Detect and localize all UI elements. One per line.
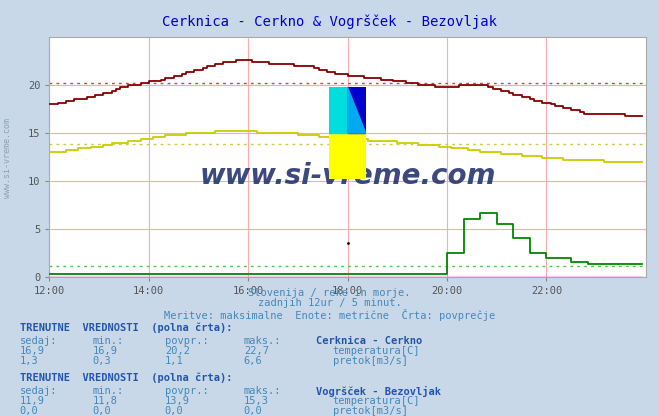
- Text: temperatura[C]: temperatura[C]: [333, 396, 420, 406]
- Polygon shape: [348, 87, 366, 133]
- Text: Cerknica - Cerkno & Vogršček - Bezovljak: Cerknica - Cerkno & Vogršček - Bezovljak: [162, 15, 497, 29]
- Text: 0,0: 0,0: [165, 406, 183, 416]
- Text: zadnjih 12ur / 5 minut.: zadnjih 12ur / 5 minut.: [258, 298, 401, 308]
- Text: 13,9: 13,9: [165, 396, 190, 406]
- Text: TRENUTNE  VREDNOSTI  (polna črta):: TRENUTNE VREDNOSTI (polna črta):: [20, 372, 232, 383]
- Text: www.si-vreme.com: www.si-vreme.com: [3, 118, 13, 198]
- Text: 11,8: 11,8: [92, 396, 117, 406]
- Bar: [330, 133, 366, 179]
- Text: 20,2: 20,2: [165, 346, 190, 356]
- Text: povpr.:: povpr.:: [165, 386, 208, 396]
- Text: 0,3: 0,3: [92, 356, 111, 366]
- Text: www.si-vreme.com: www.si-vreme.com: [200, 162, 496, 190]
- Text: 1,1: 1,1: [165, 356, 183, 366]
- Text: 16,9: 16,9: [92, 346, 117, 356]
- Text: sedaj:: sedaj:: [20, 386, 57, 396]
- Text: Slovenija / reke in morje.: Slovenija / reke in morje.: [248, 288, 411, 298]
- Text: pretok[m3/s]: pretok[m3/s]: [333, 406, 408, 416]
- Bar: [330, 87, 348, 133]
- Bar: [348, 87, 366, 133]
- Text: maks.:: maks.:: [244, 386, 281, 396]
- Text: pretok[m3/s]: pretok[m3/s]: [333, 356, 408, 366]
- Text: TRENUTNE  VREDNOSTI  (polna črta):: TRENUTNE VREDNOSTI (polna črta):: [20, 322, 232, 333]
- Text: temperatura[C]: temperatura[C]: [333, 346, 420, 356]
- Text: 11,9: 11,9: [20, 396, 45, 406]
- Text: 0,0: 0,0: [92, 406, 111, 416]
- Text: povpr.:: povpr.:: [165, 336, 208, 346]
- Text: Meritve: maksimalne  Enote: metrične  Črta: povprečje: Meritve: maksimalne Enote: metrične Črta…: [164, 309, 495, 321]
- Text: 0,0: 0,0: [20, 406, 38, 416]
- Text: sedaj:: sedaj:: [20, 336, 57, 346]
- Text: min.:: min.:: [92, 386, 123, 396]
- Text: maks.:: maks.:: [244, 336, 281, 346]
- Text: Cerknica - Cerkno: Cerknica - Cerkno: [316, 336, 422, 346]
- Text: 1,3: 1,3: [20, 356, 38, 366]
- Text: 0,0: 0,0: [244, 406, 262, 416]
- Text: 6,6: 6,6: [244, 356, 262, 366]
- Text: Vogršček - Bezovljak: Vogršček - Bezovljak: [316, 386, 442, 397]
- Text: min.:: min.:: [92, 336, 123, 346]
- Text: 15,3: 15,3: [244, 396, 269, 406]
- Text: 22,7: 22,7: [244, 346, 269, 356]
- Text: 16,9: 16,9: [20, 346, 45, 356]
